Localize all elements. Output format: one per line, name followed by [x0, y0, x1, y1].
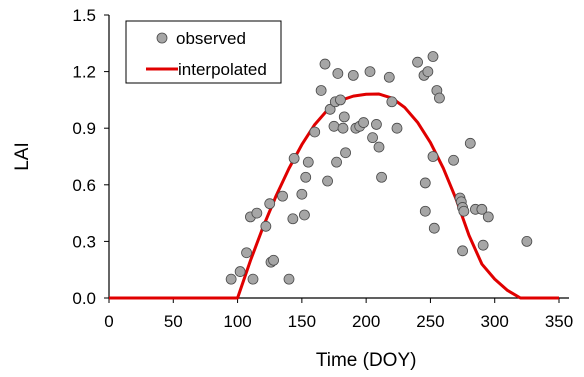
data-point-observed — [288, 152, 300, 164]
data-point-observed — [371, 119, 382, 130]
data-point-observed — [337, 122, 349, 134]
x-ticks: 0 50 100 150 200 250 300 350 — [104, 298, 573, 331]
data-point-observed — [309, 126, 321, 138]
data-point-observed — [331, 156, 342, 168]
x-tick-label: 0 — [104, 312, 113, 331]
data-point-observed — [287, 213, 299, 225]
data-point-observed — [422, 66, 434, 77]
data-point-observed — [367, 132, 378, 144]
plot-area: 0 50 100 150 200 250 300 350 0.0 0.3 0.6 0.9 1.2 1.5 — [72, 6, 573, 331]
data-point-observed — [412, 56, 423, 68]
data-point-observed — [448, 154, 459, 166]
y-tick-label: 0.3 — [72, 232, 96, 251]
data-point-observed — [419, 205, 431, 217]
data-point-observed — [427, 51, 439, 62]
data-point-observed — [476, 203, 488, 215]
data-point-observed — [300, 171, 312, 183]
data-point-observed — [315, 85, 327, 96]
data-point-observed — [251, 207, 263, 219]
data-point-observed — [332, 68, 344, 79]
legend-label-interpolated: interpolated — [178, 60, 267, 79]
data-point-observed — [373, 141, 385, 153]
data-point-observed — [277, 190, 288, 202]
data-point-observed — [324, 103, 336, 115]
data-point-observed — [521, 235, 533, 247]
data-point-observed — [340, 147, 351, 159]
data-point-observed — [347, 69, 359, 81]
data-point-observed — [464, 137, 476, 149]
data-point-observed — [225, 273, 237, 285]
x-tick-label: 350 — [545, 312, 573, 331]
x-tick-label: 100 — [223, 312, 251, 331]
data-point-observed — [328, 120, 340, 132]
data-point-observed — [477, 239, 489, 251]
x-tick-label: 200 — [352, 312, 380, 331]
legend-marker-observed — [156, 32, 168, 44]
legend-label-observed: observed — [176, 29, 246, 48]
data-point-observed — [458, 205, 470, 217]
data-point-observed — [428, 222, 440, 234]
data-point-observed — [376, 171, 387, 183]
y-ticks: 0.0 0.3 0.6 0.9 1.2 1.5 — [72, 6, 109, 308]
legend: observed interpolated — [125, 20, 282, 84]
y-tick-label: 1.2 — [72, 63, 96, 82]
series-line-interpolated — [109, 92, 559, 300]
data-point-observed — [322, 175, 333, 187]
y-tick-label: 0.9 — [72, 119, 96, 138]
data-point-observed — [383, 71, 395, 83]
data-point-observed — [457, 245, 468, 257]
data-point-observed — [296, 188, 308, 200]
data-point-observed — [358, 117, 369, 128]
data-point-observed — [241, 247, 252, 259]
data-point-observed — [260, 220, 272, 232]
data-point-observed — [434, 92, 445, 104]
data-point-observed — [319, 58, 331, 70]
data-point-observed — [338, 111, 350, 123]
y-tick-label: 1.5 — [72, 6, 96, 25]
data-point-observed — [283, 273, 295, 285]
data-point-observed — [364, 66, 376, 77]
y-axis-title: LAI — [12, 142, 33, 171]
y-tick-label: 0.6 — [72, 176, 96, 195]
x-tick-label: 300 — [481, 312, 509, 331]
x-tick-label: 50 — [164, 312, 183, 331]
data-point-observed — [427, 151, 439, 162]
data-point-observed — [419, 177, 431, 189]
y-tick-label: 0.0 — [72, 289, 96, 308]
data-point-observed — [482, 211, 494, 223]
x-axis-title: Time (DOY) — [316, 350, 417, 371]
legend-box — [125, 20, 282, 84]
data-point-observed — [386, 96, 398, 108]
data-point-observed — [299, 209, 310, 221]
data-point-observed — [391, 122, 403, 134]
data-point-observed — [247, 273, 259, 285]
data-point-observed — [264, 198, 276, 210]
x-tick-label: 150 — [288, 312, 316, 331]
x-tick-label: 250 — [416, 312, 444, 331]
data-point-observed — [302, 156, 314, 168]
series-layer — [109, 51, 559, 300]
data-point-observed — [335, 94, 346, 106]
data-point-observed — [268, 254, 279, 266]
data-point-observed — [234, 266, 246, 277]
